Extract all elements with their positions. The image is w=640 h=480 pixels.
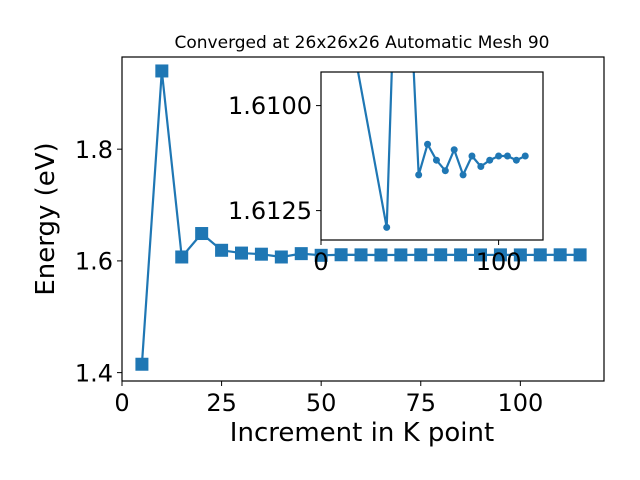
- data-point-marker: [394, 248, 408, 262]
- data-point-marker: [414, 248, 428, 262]
- data-point-marker: [215, 243, 229, 257]
- data-point-marker: [486, 156, 494, 164]
- data-point-marker: [468, 152, 476, 160]
- inset-series: [353, 60, 529, 231]
- data-point-marker: [294, 247, 308, 261]
- data-point-marker: [334, 248, 348, 262]
- data-point-marker: [573, 248, 587, 262]
- y-tick-label: 1.6125: [228, 197, 312, 225]
- x-tick-label: 50: [306, 389, 337, 417]
- x-axis-label: Increment in K point: [230, 418, 494, 448]
- data-point-marker: [553, 248, 567, 262]
- data-point-marker: [495, 152, 503, 160]
- data-point-marker: [235, 246, 249, 260]
- data-point-marker: [503, 152, 511, 160]
- y-tick-label: 1.6: [75, 248, 113, 276]
- main-series: [135, 64, 587, 371]
- data-point-marker: [415, 171, 423, 179]
- series-clip-group: [135, 64, 587, 371]
- data-point-marker: [459, 171, 467, 179]
- y-tick-label: 1.8: [75, 136, 113, 164]
- data-point-marker: [513, 248, 527, 262]
- data-point-marker: [477, 163, 485, 170]
- x-tick-label: 75: [405, 389, 436, 417]
- data-point-marker: [424, 140, 432, 148]
- data-point-marker: [314, 248, 328, 262]
- data-point-marker: [454, 248, 468, 262]
- data-point-marker: [254, 247, 268, 261]
- data-point-marker: [533, 248, 547, 262]
- data-point-marker: [389, 60, 396, 67]
- data-point-marker: [155, 64, 169, 78]
- data-point-marker: [195, 227, 209, 241]
- inset-y-ticks: 1.6100 1.6125: [228, 92, 321, 225]
- data-point-marker: [383, 223, 391, 231]
- main-x-ticks: 0 25 50 75 100: [114, 381, 543, 417]
- x-tick-label: 100: [497, 389, 543, 417]
- data-point-marker: [521, 152, 529, 160]
- data-point-marker: [474, 248, 488, 262]
- series-clip-group: [353, 60, 529, 231]
- data-point-marker: [175, 250, 189, 264]
- data-point-marker: [354, 248, 368, 262]
- inset-plot: 0 100 1.6100 1.6125: [228, 60, 544, 276]
- main-y-ticks: 1.4 1.6 1.8: [75, 136, 122, 387]
- inset-x-ticks: 0 100: [313, 240, 522, 276]
- inset-axes-frame: [320, 71, 544, 241]
- data-point-marker: [432, 156, 440, 164]
- x-tick-label: 100: [476, 248, 522, 276]
- data-point-marker: [512, 156, 520, 164]
- y-tick-label: 1.6100: [228, 92, 312, 120]
- data-point-marker: [353, 60, 360, 67]
- data-point-marker: [441, 167, 449, 175]
- data-point-marker: [410, 60, 417, 67]
- main-plot: Converged at 26x26x26 Automatic Mesh 90 …: [31, 33, 605, 448]
- data-point-marker: [493, 248, 507, 262]
- x-tick-label: 0: [313, 248, 328, 276]
- data-point-marker: [135, 357, 149, 371]
- data-point-marker: [374, 248, 388, 262]
- y-tick-label: 1.4: [75, 359, 113, 387]
- main-axes-frame: [121, 56, 605, 382]
- chart-title: Converged at 26x26x26 Automatic Mesh 90: [175, 33, 550, 53]
- data-point-marker: [274, 250, 288, 264]
- x-tick-label: 0: [114, 389, 129, 417]
- data-point-marker: [450, 146, 458, 154]
- data-point-marker: [434, 248, 448, 262]
- x-tick-label: 25: [206, 389, 237, 417]
- y-axis-label: Energy (eV): [31, 142, 61, 295]
